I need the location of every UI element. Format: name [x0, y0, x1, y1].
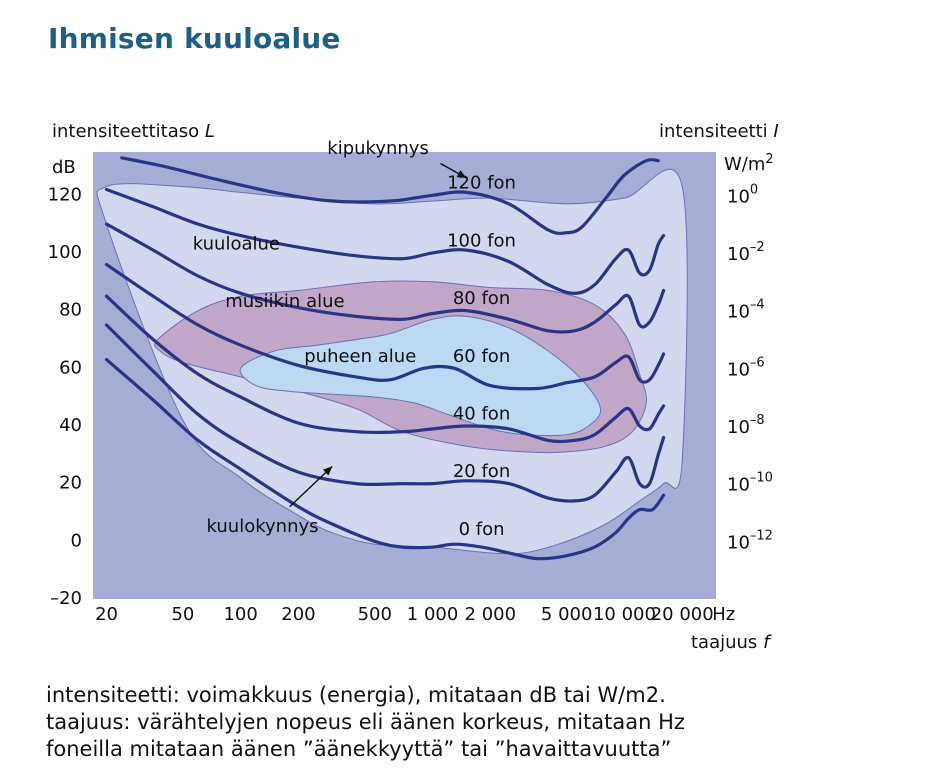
y-tick-label-20: 20: [59, 473, 82, 494]
x-tick-label-500: 500: [358, 604, 392, 625]
annotation-label-kipukynnys: kipukynnys: [327, 138, 429, 159]
curve-60-fon: [104, 262, 666, 391]
y2-tick-label-0: 100: [727, 182, 758, 208]
y2-tick-label-8: 10–8: [727, 412, 765, 438]
region-label-musiikin-alue: musiikin alue: [225, 291, 344, 312]
y2-axis-unit-text: W/m: [724, 154, 766, 175]
x-tick-label-2-000: 2 000: [465, 604, 517, 625]
caption-line-1: intensiteetti: voimakkuus (energia), mit…: [46, 683, 666, 707]
x-tick-label-100: 100: [223, 604, 257, 625]
y2-tick-label-6: 10–6: [727, 355, 765, 381]
y-tick-label-80: 80: [59, 300, 82, 321]
y-axis-label: intensiteettitaso L: [52, 121, 215, 142]
x-tick-label-5-000: 5 000: [541, 604, 593, 625]
curve-20-fon: [104, 323, 666, 503]
x-tick-label-50: 50: [171, 604, 194, 625]
curve-0-fon: [104, 358, 666, 561]
y-axis-label-symbol: L: [204, 121, 215, 142]
caption-line-3: foneilla mitataan äänen ”äänekkyyttä” ta…: [46, 737, 672, 761]
y2-tick-base: 10: [727, 417, 750, 438]
curve-120-fon: [120, 156, 660, 235]
annotation-label-kuulokynnys: kuulokynnys: [207, 516, 319, 537]
x-tick-label-1-000: 1 000: [407, 604, 459, 625]
x-axis-unit: Hz: [712, 604, 735, 625]
y2-tick-label-4: 10–4: [727, 297, 765, 323]
region-label-puheen-alue: puheen alue: [304, 346, 416, 367]
y-tick-label-60: 60: [59, 357, 82, 378]
x-axis-label-symbol: f: [763, 632, 770, 653]
annotation-arrowhead-kuulokynnys: [322, 466, 333, 476]
y2-tick-exponent: –4: [750, 297, 765, 312]
y2-tick-base: 10: [727, 302, 750, 323]
curve-label-20-fon: 20 fon: [453, 461, 510, 482]
y2-axis-label: intensiteetti I: [659, 121, 779, 142]
y2-tick-label-12: 10–12: [727, 528, 773, 554]
curve-label-0-fon: 0 fon: [459, 519, 505, 540]
y-tick-label-120: 120: [48, 184, 82, 205]
caption-line-2: taajuus: värähtelyjen nopeus eli äänen k…: [46, 710, 685, 734]
y-axis-unit: dB: [52, 157, 76, 178]
y2-tick-exponent: –6: [750, 355, 765, 370]
y2-tick-exponent: –8: [750, 412, 765, 427]
curve-100-fon: [104, 187, 666, 295]
annotation-arrow-kuulokynnys: [289, 465, 333, 508]
y-tick-label-40: 40: [59, 415, 82, 436]
annotation-arrowhead-kipukynnys: [456, 170, 467, 178]
hearing-range-chart: kuuloalue musiikin alue puheen alue 120 fon…: [48, 138, 773, 625]
curve-label-40-fon: 40 fon: [453, 403, 510, 424]
x-tick-label-10-000: 10 000: [593, 604, 656, 625]
curve-80-fon: [104, 222, 666, 334]
x-tick-label-200: 200: [281, 604, 315, 625]
curve-40-fon: [104, 294, 666, 444]
curve-label-120-fon: 120 fon: [447, 173, 516, 194]
x-tick-label-20-000: 20 000: [651, 604, 714, 625]
y2-tick-exponent: –12: [750, 528, 773, 543]
curve-label-60-fon: 60 fon: [453, 346, 510, 367]
y2-axis-unit: W/m2: [724, 152, 774, 175]
y2-tick-base: 10: [727, 532, 750, 553]
curve-label-80-fon: 80 fon: [453, 288, 510, 309]
curve-label-100-fon: 100 fon: [447, 230, 516, 251]
region-label-kuuloalue: kuuloalue: [193, 233, 280, 254]
y2-axis-label-symbol: I: [773, 121, 779, 142]
y2-tick-base: 10: [727, 186, 750, 207]
y2-axis-label-name: intensiteetti: [659, 121, 768, 142]
y2-tick-exponent: 0: [750, 182, 758, 197]
y-axis-label-name: intensiteettitaso: [52, 121, 200, 142]
y2-tick-base: 10: [727, 359, 750, 380]
y-tick-label-0: 0: [71, 530, 82, 551]
x-tick-label-20: 20: [95, 604, 118, 625]
x-axis-label-name: taajuus: [691, 632, 758, 653]
y2-tick-base: 10: [727, 244, 750, 265]
page-title: Ihmisen kuuloalue: [48, 22, 341, 55]
region-puheen-alue: [239, 315, 602, 437]
y-tick-label-20: –20: [50, 588, 82, 609]
y2-axis-unit-sup: 2: [765, 152, 774, 167]
x-axis-label: taajuus f: [691, 632, 769, 653]
y2-tick-label-10: 10–10: [727, 470, 773, 496]
y-tick-label-100: 100: [48, 242, 82, 263]
y2-tick-exponent: –2: [750, 239, 765, 254]
y2-tick-label-2: 10–2: [727, 239, 765, 265]
y2-tick-base: 10: [727, 475, 750, 496]
y2-tick-exponent: –10: [750, 470, 773, 485]
